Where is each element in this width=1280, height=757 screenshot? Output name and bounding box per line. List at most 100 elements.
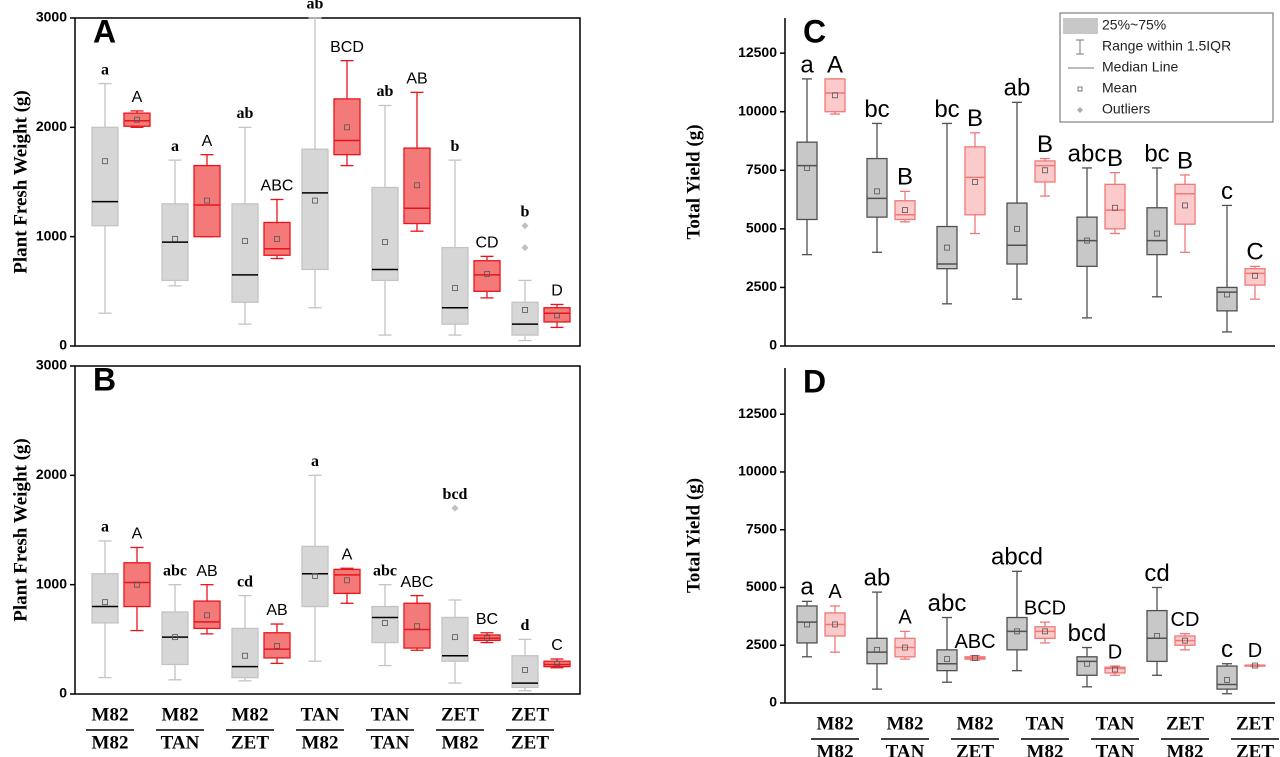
mean-marker <box>522 307 528 313</box>
mean-marker <box>1014 628 1020 635</box>
box <box>1104 183 1126 230</box>
significance-letter: B <box>1037 131 1053 158</box>
legend-swatch <box>1063 18 1098 34</box>
mean-marker <box>1224 291 1230 298</box>
box <box>866 157 888 218</box>
significance-letter: A <box>132 526 143 543</box>
significance-letter: CD <box>475 235 498 252</box>
x-category-bottom: M82 <box>817 741 854 757</box>
legend-label: 25%~75% <box>1102 17 1166 33</box>
significance-letter: a <box>171 138 179 155</box>
mean-marker <box>134 581 140 588</box>
significance-letter: ABC <box>954 631 995 653</box>
significance-letter: cd <box>237 573 253 590</box>
box <box>193 600 221 630</box>
significance-letter: C <box>551 637 563 654</box>
mean-marker <box>832 92 838 99</box>
mean-marker <box>102 599 108 606</box>
significance-letter: ab <box>307 0 324 13</box>
significance-letter: BCD <box>330 39 364 56</box>
mean-marker <box>204 197 210 204</box>
mean-marker <box>1112 204 1118 211</box>
x-category-bottom: TAN <box>161 732 200 753</box>
significance-letter: A <box>828 581 842 603</box>
mean-marker <box>382 239 388 246</box>
box <box>1216 286 1238 312</box>
x-category-top: M82 <box>162 704 199 725</box>
significance-letter: A <box>132 89 143 106</box>
legend-label: Outliers <box>1102 101 1150 117</box>
box <box>1076 216 1098 267</box>
box <box>511 655 539 689</box>
mean-marker <box>172 235 178 242</box>
significance-letter: A <box>827 51 843 78</box>
mean-marker <box>484 270 490 277</box>
panel-label: A <box>93 13 116 49</box>
mean-marker <box>1042 167 1048 174</box>
mean-marker <box>1182 637 1188 644</box>
x-category-bottom: M82 <box>302 732 339 753</box>
significance-letter: bc <box>864 96 889 123</box>
significance-letter: B <box>897 164 913 191</box>
significance-letter: BC <box>476 611 498 628</box>
significance-letter: D <box>1108 641 1122 663</box>
legend-label: Median Line <box>1102 59 1178 75</box>
significance-letter: abc <box>928 590 967 617</box>
outlier <box>521 244 529 252</box>
mean-marker <box>804 165 810 171</box>
y-tick-label: 5000 <box>746 220 777 236</box>
box <box>333 98 361 156</box>
box <box>301 545 329 608</box>
significance-letter: ab <box>1004 75 1031 102</box>
mean-marker <box>204 612 210 619</box>
y-tick-label: 10000 <box>738 102 777 118</box>
box <box>511 301 539 336</box>
x-category-top: M82 <box>887 713 924 734</box>
y-tick-label: 12500 <box>738 44 777 60</box>
mean-marker <box>1252 662 1258 669</box>
x-category-top: ZET <box>511 704 549 725</box>
y-tick-label: 0 <box>769 694 777 710</box>
significance-letter: bc <box>934 96 959 123</box>
mean-marker <box>344 577 350 584</box>
mean-marker <box>554 660 560 667</box>
box <box>263 632 291 659</box>
box <box>403 602 431 649</box>
mean-marker <box>1154 230 1160 237</box>
x-category-bottom: ZET <box>956 741 994 757</box>
box <box>231 627 259 679</box>
y-tick-label: 1000 <box>36 575 67 591</box>
x-category-bottom: M82 <box>92 732 129 753</box>
y-tick-label: 0 <box>59 337 67 353</box>
x-category-bottom: M82 <box>442 732 479 753</box>
mean-marker <box>972 179 978 185</box>
significance-letter: c <box>1221 178 1233 205</box>
significance-letter: b <box>451 138 460 155</box>
box <box>824 78 846 113</box>
box <box>1006 202 1028 265</box>
x-category-top: TAN <box>371 704 410 725</box>
mean-marker <box>902 207 908 214</box>
box <box>1174 183 1196 225</box>
mean-marker <box>554 312 560 319</box>
box <box>543 307 571 323</box>
outlier <box>521 222 529 230</box>
box <box>193 164 221 238</box>
significance-letter: a <box>800 574 814 601</box>
significance-letter: D <box>551 283 563 300</box>
x-category-bottom: ZET <box>231 732 269 753</box>
mean-marker <box>102 158 108 165</box>
mean-marker <box>414 623 420 630</box>
significance-letter: AB <box>266 602 287 619</box>
mean-marker <box>874 188 880 195</box>
y-tick-label: 2500 <box>746 278 777 294</box>
y-axis-label: Plant Fresh Weight (g) <box>10 438 31 622</box>
box <box>263 221 291 256</box>
significance-letter: BCD <box>1024 597 1066 619</box>
significance-letter: ABC <box>261 178 294 195</box>
significance-letter: bcd <box>1068 620 1107 647</box>
x-category-top: ZET <box>1236 713 1274 734</box>
mean-marker <box>944 244 950 251</box>
y-tick-label: 2000 <box>36 466 67 482</box>
significance-letter: ab <box>864 564 891 591</box>
